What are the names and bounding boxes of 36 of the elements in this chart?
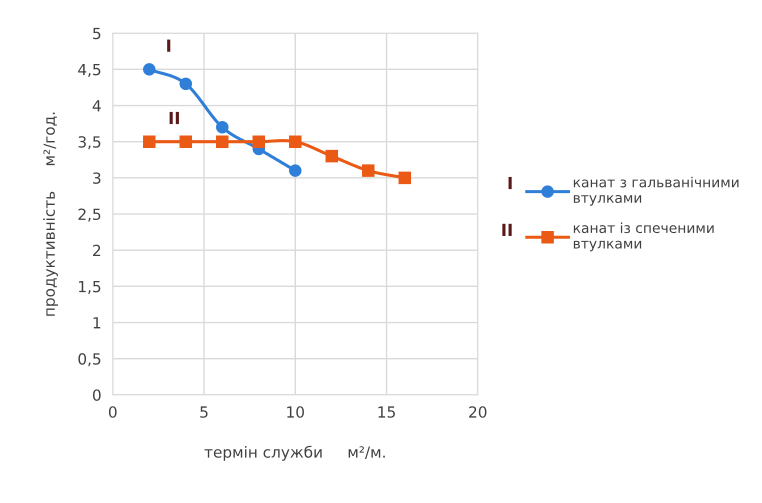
point (289, 164, 302, 177)
text: II (502, 224, 512, 236)
x-tick-label: 20 (469, 406, 486, 418)
point (180, 135, 192, 148)
point (143, 63, 156, 76)
y-tick-label: 3 (93, 172, 100, 184)
y-axis-title: продуктивність м²/год. (43, 112, 58, 316)
x-tick-label: 5 (200, 406, 208, 418)
y-tick-label: 2,5 (78, 208, 100, 222)
point (143, 135, 156, 148)
y-tick-label: 5 (93, 28, 100, 40)
text: I (508, 176, 512, 190)
y-tick-label: 2 (93, 244, 100, 256)
point (252, 135, 266, 148)
point (398, 172, 412, 184)
y-tick-label: 3,5 (78, 136, 100, 150)
x-axis-title: термін служби м²/м. (204, 446, 385, 461)
y-tick-label: 4,5 (78, 64, 100, 77)
legend-label: канат з гальванічними втулками (574, 176, 738, 206)
annotation: II (170, 112, 179, 124)
x-tick-label: 15 (378, 406, 395, 418)
point (362, 164, 375, 177)
y-tick-label: 0 (92, 389, 101, 401)
annotation: I (167, 40, 170, 52)
x-tick-label: 10 (287, 406, 304, 418)
point (289, 135, 302, 148)
point (180, 78, 192, 90)
x-tick-label: 0 (108, 406, 117, 418)
point (216, 120, 229, 134)
legend-label: канат із спеченими втулками (574, 222, 714, 252)
y-tick-label: 4 (92, 100, 101, 112)
point (216, 135, 229, 148)
y-tick-label: 1 (94, 317, 100, 328)
y-tick-label: 1,5 (79, 281, 100, 294)
y-tick-label: 0,5 (78, 353, 100, 366)
point (326, 150, 338, 162)
